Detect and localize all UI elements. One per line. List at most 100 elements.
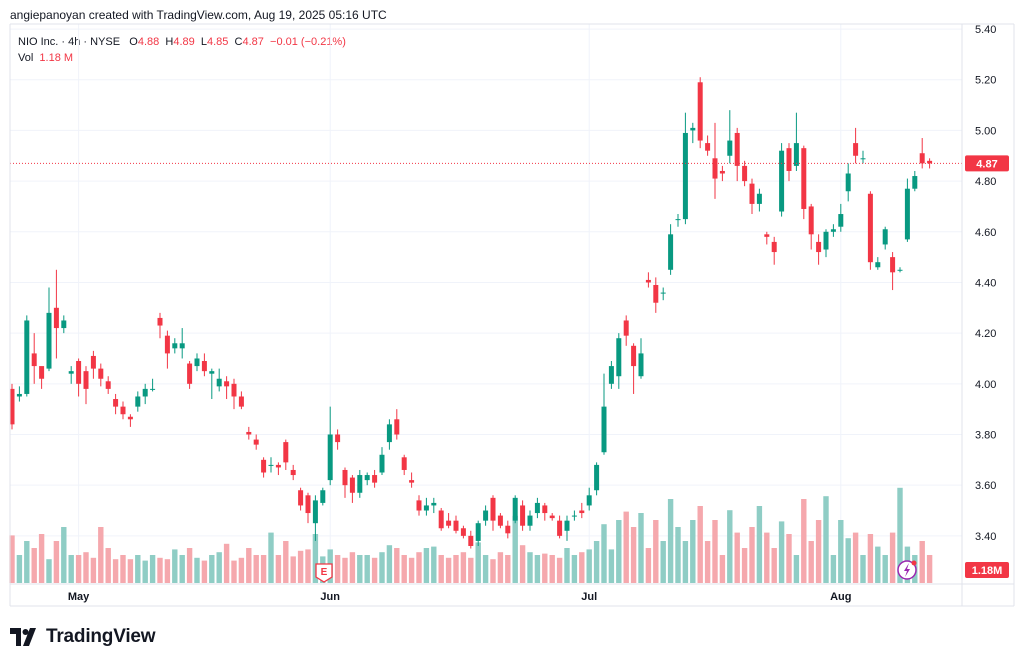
candle[interactable] [68,366,74,384]
candle[interactable] [401,454,407,476]
candle[interactable] [335,429,341,450]
candle[interactable] [705,135,711,156]
candle[interactable] [697,77,703,149]
candle[interactable] [164,330,170,369]
candle[interactable] [497,513,503,529]
candle[interactable] [379,447,385,476]
candle[interactable] [246,426,252,440]
candle[interactable] [209,368,215,400]
candle[interactable] [261,457,267,478]
candle[interactable] [638,338,644,379]
candle[interactable] [283,439,289,470]
candle[interactable] [127,414,133,427]
candle[interactable] [194,353,200,372]
candle[interactable] [416,495,422,516]
candle[interactable] [312,495,318,541]
candle[interactable] [157,312,163,339]
candle[interactable] [53,269,59,359]
candle[interactable] [571,510,577,521]
candle[interactable] [90,350,96,379]
candle[interactable] [594,462,600,496]
candle[interactable] [298,487,304,511]
candle[interactable] [98,363,104,387]
candle[interactable] [238,391,244,410]
candle[interactable] [216,368,222,392]
candle[interactable] [275,462,281,476]
candle[interactable] [564,515,570,541]
candle[interactable] [172,338,178,354]
candle[interactable] [320,487,326,506]
candle[interactable] [120,401,126,420]
candle[interactable] [431,497,437,514]
candle[interactable] [386,419,392,450]
candle[interactable] [853,127,859,164]
candle[interactable] [24,315,30,397]
candle[interactable] [912,170,918,192]
candle[interactable] [423,497,429,516]
candle[interactable] [660,287,666,301]
candle[interactable] [860,150,866,164]
candle[interactable] [801,145,807,220]
candle[interactable] [61,315,67,334]
candle[interactable] [83,366,89,405]
candle[interactable] [150,378,156,392]
candle[interactable] [779,143,785,217]
earnings-marker[interactable]: E [315,563,333,583]
candle[interactable] [187,361,193,389]
candle[interactable] [394,409,400,440]
candle[interactable] [682,112,688,225]
candle[interactable] [631,343,637,394]
candle[interactable] [727,110,733,164]
candle[interactable] [816,234,822,265]
candle[interactable] [349,475,355,503]
candle[interactable] [668,224,674,275]
candle[interactable] [875,257,881,270]
candle[interactable] [764,231,770,245]
candle[interactable] [460,525,466,539]
candle[interactable] [838,203,844,232]
candle[interactable] [719,165,725,182]
candle[interactable] [616,333,622,389]
candle[interactable] [601,373,607,455]
candle[interactable] [904,178,910,242]
candle[interactable] [39,366,45,389]
candle[interactable] [542,502,548,521]
candle[interactable] [557,515,563,539]
candle[interactable] [793,112,799,171]
candle[interactable] [253,434,259,450]
candle[interactable] [453,515,459,534]
candle[interactable] [135,391,141,412]
candle[interactable] [505,520,511,539]
candle[interactable] [372,469,378,488]
candle[interactable] [734,127,740,182]
candle[interactable] [357,469,363,498]
candle[interactable] [623,315,629,346]
candle[interactable] [890,252,896,291]
candle[interactable] [823,229,829,258]
candle[interactable] [438,507,444,531]
candle[interactable] [786,143,792,182]
candle[interactable] [882,226,888,250]
candle[interactable] [409,472,415,488]
candle[interactable] [919,138,925,169]
candle[interactable] [771,236,777,265]
candle[interactable] [16,386,22,402]
candle[interactable] [534,497,540,519]
candle[interactable] [179,328,185,359]
candle[interactable] [31,333,37,384]
candlestick-chart[interactable]: 5.40 5.20 5.00 4.80 4.60 4.40 4.20 4.00 3.80 3.60… [0,0,1024,615]
candle[interactable] [268,457,274,473]
candle[interactable] [608,361,614,389]
candle[interactable] [675,214,681,227]
candle[interactable] [749,178,755,215]
candle[interactable] [756,188,762,212]
candle[interactable] [46,287,52,372]
tradingview-logo[interactable]: TradingView [10,626,156,648]
candle[interactable] [290,464,296,481]
candle[interactable] [468,530,474,549]
candle[interactable] [520,500,526,531]
candle[interactable] [586,487,592,511]
candle[interactable] [113,393,119,415]
candle[interactable] [76,358,82,397]
candle[interactable] [483,505,489,526]
